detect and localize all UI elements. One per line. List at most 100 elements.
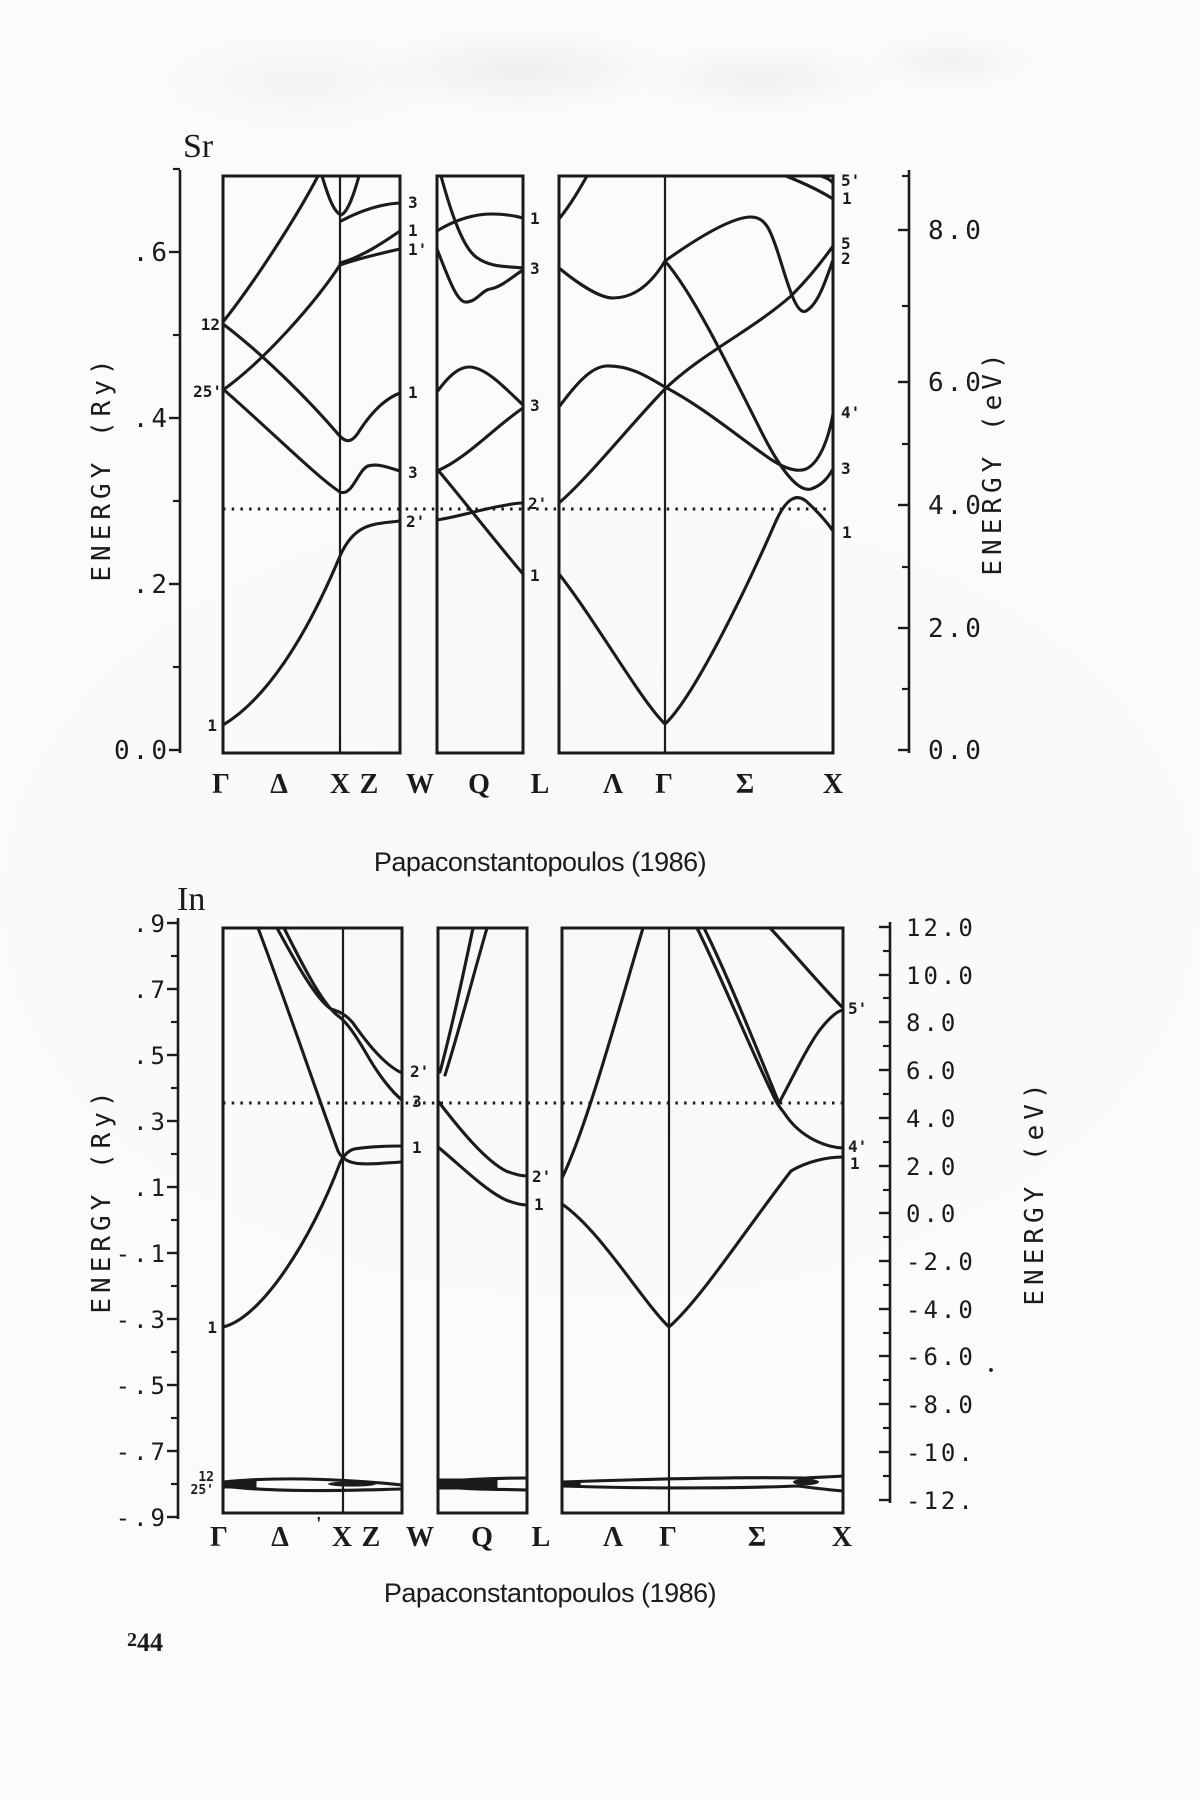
- band-label: 1: [842, 523, 852, 542]
- energy-band: [560, 1155, 845, 1329]
- energy-band: [221, 174, 320, 324]
- right-axis-tick-label: -6.0: [906, 1343, 976, 1371]
- right-axis-tick-label: 2.0: [928, 614, 984, 644]
- band-label: 2': [532, 1167, 551, 1186]
- band-label: 1: [412, 1138, 422, 1157]
- right-axis-tick-label: 0.0: [928, 736, 984, 766]
- x-axis-kpoint-label: Λ: [603, 769, 623, 800]
- left-axis-tick-label: .2: [133, 570, 170, 600]
- right-axis-tick-label: -10.: [906, 1439, 976, 1467]
- band-label: 1: [530, 566, 540, 585]
- energy-band: [435, 212, 525, 233]
- left-axis-tick-label: -.7: [116, 1438, 168, 1466]
- left-axis-tick-label: .1: [133, 1174, 168, 1202]
- left-axis-tick-label: .7: [133, 976, 168, 1004]
- x-axis-kpoint-label: X: [332, 1522, 352, 1553]
- energy-band: [560, 926, 645, 1180]
- band-label: 5': [848, 999, 867, 1018]
- x-axis-kpoint-label: Σ: [736, 769, 754, 800]
- energy-band: [221, 1477, 404, 1487]
- band-label: 25': [193, 382, 222, 401]
- energy-band: [663, 215, 835, 313]
- x-axis-kpoint-label: Δ: [271, 1522, 289, 1553]
- panel-border: [435, 174, 525, 755]
- band-label: 12: [198, 1470, 214, 1485]
- energy-band: [435, 467, 525, 576]
- band-label: 2': [406, 512, 425, 531]
- band-label: 3: [841, 459, 851, 478]
- right-axis-tick-label: 8.0: [906, 1009, 958, 1037]
- figure-title-in: In: [177, 881, 205, 918]
- x-axis-kpoint-label: W: [406, 1522, 434, 1553]
- scan-stray-mark: .: [988, 1352, 994, 1378]
- panel-border: [221, 926, 404, 1515]
- left-axis-title: ENERGY (Ry): [87, 354, 117, 581]
- x-axis-kpoint-label: X: [330, 769, 350, 800]
- right-axis-tick-label: -12.: [906, 1487, 976, 1515]
- energy-band: [819, 174, 835, 185]
- core-band-blob: [561, 1481, 581, 1487]
- x-axis-kpoint-label: Δ: [270, 769, 288, 800]
- energy-band: [557, 496, 835, 726]
- band-label: 3: [412, 1092, 422, 1111]
- band-label: 25': [191, 1483, 214, 1498]
- x-axis-kpoint-label: Λ: [603, 1522, 623, 1553]
- band-label: 3: [408, 193, 418, 212]
- figure-title-sr: Sr: [183, 128, 214, 165]
- scan-stray-mark: ': [316, 1513, 322, 1535]
- band-label: 3: [530, 396, 540, 415]
- right-axis-title: ENERGY (eV): [1020, 1078, 1050, 1305]
- band-label: 1: [408, 221, 418, 240]
- band-label: 4': [848, 1137, 867, 1156]
- energy-band: [221, 519, 402, 727]
- x-axis-kpoint-label: W: [406, 769, 434, 800]
- left-axis-tick-label: .4: [133, 404, 170, 434]
- energy-band: [435, 501, 525, 522]
- x-axis-kpoint-label: X: [823, 769, 843, 800]
- energy-band: [438, 926, 475, 1074]
- band-label: 12: [201, 315, 220, 334]
- energy-band: [702, 926, 845, 1105]
- band-label: 1': [408, 240, 427, 259]
- right-axis-tick-label: 6.0: [928, 368, 984, 398]
- right-axis-tick-label: 0.0: [906, 1200, 958, 1228]
- energy-band: [256, 926, 404, 1166]
- energy-band: [560, 1484, 845, 1493]
- energy-band: [282, 926, 404, 1102]
- right-axis-tick-label: -8.0: [906, 1391, 976, 1419]
- left-axis-tick-label: 0.0: [114, 736, 170, 766]
- right-axis-tick-label: 4.0: [928, 491, 984, 521]
- page-number: 244: [127, 1628, 163, 1657]
- right-axis-tick-label: 2.0: [906, 1153, 958, 1181]
- panel-border: [557, 174, 835, 755]
- x-axis-kpoint-label: Z: [360, 769, 379, 800]
- left-axis-tick-label: .3: [133, 1108, 168, 1136]
- band-label: 5: [841, 234, 851, 253]
- left-axis-tick-label: -.5: [116, 1372, 168, 1400]
- x-axis-kpoint-label: X: [832, 1522, 852, 1553]
- energy-band: [560, 1474, 845, 1484]
- right-axis-tick-label: 10.0: [906, 962, 976, 990]
- x-axis-kpoint-label: Γ: [212, 769, 230, 800]
- band-label: 2: [841, 249, 851, 268]
- core-band-blob: [328, 1481, 376, 1487]
- band-label: 2': [410, 1062, 429, 1081]
- energy-band: [435, 406, 525, 473]
- energy-band: [557, 364, 835, 472]
- right-axis-tick-label: 6.0: [906, 1057, 958, 1085]
- left-axis-tick-label: .6: [133, 238, 170, 268]
- energy-band: [784, 174, 835, 201]
- band-label: 3: [530, 259, 540, 278]
- band-label: 1: [534, 1195, 544, 1214]
- band-label: 3: [408, 463, 418, 482]
- energy-band: [695, 926, 845, 1150]
- band-label: 1: [842, 189, 852, 208]
- energy-band: [338, 229, 402, 265]
- core-band-fill: [437, 1478, 498, 1490]
- x-axis-kpoint-label: Q: [471, 1522, 493, 1553]
- x-axis-kpoint-label: Q: [468, 769, 490, 800]
- core-band-blob: [793, 1478, 819, 1486]
- energy-band: [435, 365, 525, 407]
